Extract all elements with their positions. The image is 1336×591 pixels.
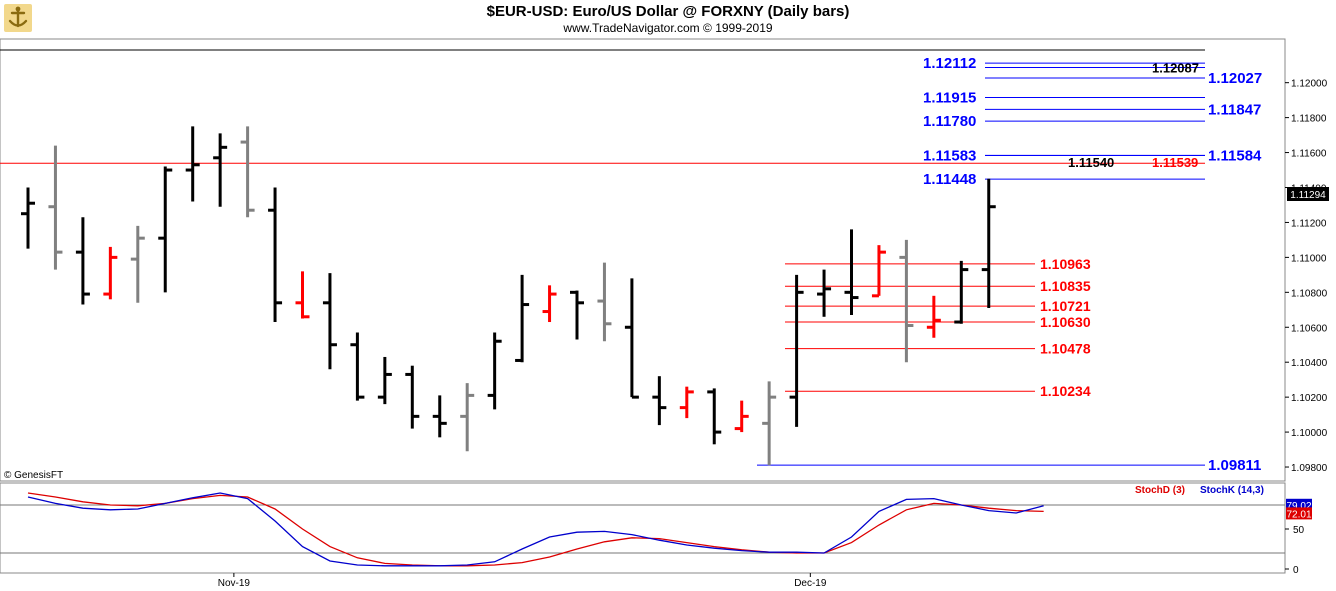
level-label: 1.11448	[923, 171, 976, 188]
ohlc-bar	[981, 178, 996, 309]
ohlc-bar	[322, 273, 337, 370]
ohlc-bar	[405, 365, 420, 429]
chart-header: $EUR-USD: Euro/US Dollar @ FORXNY (Daily…	[0, 0, 1336, 38]
ohlc-bar	[762, 381, 777, 466]
ohlc-bar	[707, 388, 722, 445]
ohlc-bar	[185, 126, 200, 202]
ohlc-bar	[268, 187, 283, 323]
price-tick-label: 1.10800	[1291, 288, 1328, 299]
price-tick-label: 1.10200	[1291, 393, 1328, 404]
level-label: 1.09811	[1208, 457, 1261, 474]
stoch-k-line	[27, 492, 1044, 567]
ohlc-bar	[954, 260, 969, 324]
stoch-tick-label: 0	[1293, 565, 1299, 576]
price-tick-label: 1.10600	[1291, 323, 1328, 334]
level-label: 1.12112	[923, 55, 976, 72]
ohlc-bar	[570, 290, 584, 340]
level-label: 1.11847	[1208, 101, 1261, 118]
legend-stoch-d: StochD (3)	[1135, 485, 1185, 496]
ohlc-bar	[240, 126, 255, 218]
ohlc-bar	[844, 229, 859, 316]
ohlc-bar	[377, 356, 392, 405]
ohlc-bar	[871, 245, 886, 298]
genesis-anchor-icon	[4, 4, 32, 32]
level-label: 1.10234	[1040, 383, 1091, 399]
price-tick-label: 1.10000	[1291, 428, 1328, 439]
date-tick-label: Dec-19	[794, 578, 827, 589]
level-label: 1.12027	[1208, 70, 1262, 87]
support-resistance-levels: 1.11540 1.11539 1.12112 1.12087 1.12027 1.119…	[0, 55, 1262, 474]
ohlc-bar	[926, 295, 941, 338]
ohlc-bar	[899, 239, 914, 363]
level-label: 1.11915	[923, 90, 976, 107]
price-tick-label: 1.09800	[1291, 463, 1328, 474]
price-line-label-red: 1.11539	[1152, 155, 1198, 170]
ohlc-bar	[103, 246, 118, 300]
ohlc-bar	[130, 225, 145, 303]
level-label: 1.10721	[1040, 298, 1091, 314]
price-line-label-black: 1.11540	[1068, 155, 1114, 170]
stoch-d-value-box	[1286, 507, 1312, 520]
level-label: 1.10478	[1040, 341, 1091, 357]
ohlc-bar	[542, 285, 557, 323]
ohlc-bar	[679, 386, 694, 419]
stoch-tick-label: 50	[1293, 525, 1305, 536]
price-tick-label: 1.11000	[1291, 253, 1327, 264]
legend-stoch-k: StochK (14,3)	[1200, 485, 1264, 496]
level-label: 1.10835	[1040, 278, 1091, 294]
price-tick-label: 1.11600	[1291, 149, 1327, 160]
stochastic-panel-border	[0, 482, 1286, 574]
ohlc-bar	[48, 145, 63, 270]
price-tick-label: 1.10400	[1291, 358, 1328, 369]
ohlc-bar	[460, 383, 475, 452]
chart-title: $EUR-USD: Euro/US Dollar @ FORXNY (Daily…	[486, 3, 850, 20]
chart-subtitle: www.TradeNavigator.com © 1999-2019	[563, 21, 773, 35]
price-axis: 1.09800 1.10000 1.10200 1.10400 1.10600 1.108…	[1285, 79, 1328, 474]
price-panel-border	[0, 38, 1286, 482]
ohlc-bar	[487, 332, 502, 410]
level-label: 1.11780	[923, 113, 976, 130]
last-price-label: 1.11294	[1290, 190, 1326, 201]
date-axis: Nov-19 Dec-19	[218, 573, 827, 589]
ohlc-bar	[515, 274, 530, 363]
last-price-box	[1287, 187, 1329, 201]
ohlc-bar	[789, 274, 804, 427]
stoch-d-value: 72.01	[1286, 509, 1311, 520]
level-label: 1.11584	[1208, 147, 1262, 164]
ohlc-bar	[817, 269, 832, 317]
ohlc-bar	[158, 166, 173, 293]
ohlc-bar	[295, 271, 310, 319]
price-tick-label: 1.11200	[1291, 218, 1327, 229]
level-label: 1.12087	[1152, 60, 1199, 75]
ohlc-bar	[652, 376, 667, 426]
level-label: 1.10630	[1040, 314, 1091, 330]
price-tick-label: 1.12000	[1291, 79, 1328, 90]
ohlc-bar	[350, 332, 365, 401]
ohlc-bar	[21, 187, 35, 249]
level-label: 1.11583	[923, 148, 976, 165]
ohlc-bar	[734, 400, 749, 433]
date-tick-label: Nov-19	[218, 578, 251, 589]
copyright-label: © GenesisFT	[4, 470, 63, 481]
price-tick-label: 1.11800	[1291, 114, 1327, 125]
level-label: 1.10963	[1040, 256, 1091, 272]
ohlc-bar	[432, 395, 447, 438]
ohlc-bar	[75, 217, 90, 305]
ohlc-bar	[624, 278, 639, 399]
stoch-d-line	[27, 492, 1044, 567]
stoch-k-value: 79.02	[1286, 501, 1311, 512]
ohlc-bar	[597, 262, 612, 342]
ohlc-bar	[213, 133, 228, 207]
ohlc-bars	[21, 126, 996, 466]
chart-frame	[0, 38, 1286, 574]
